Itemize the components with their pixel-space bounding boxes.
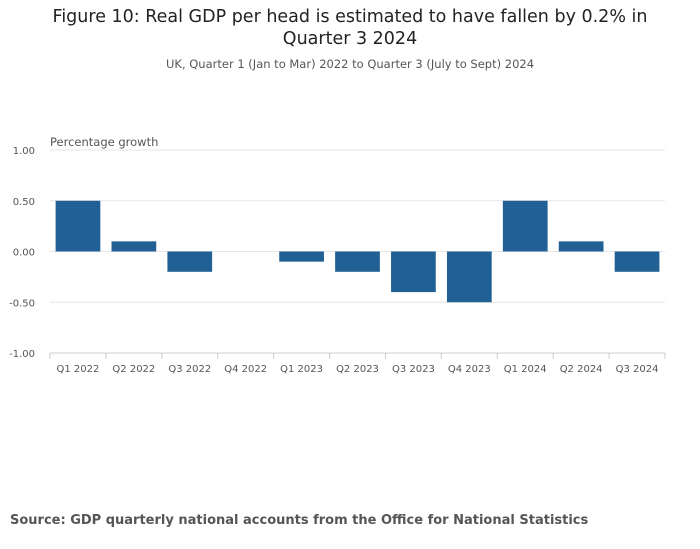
y-axis-ticks: 1.00 0.50 0.00 -0.50 -1.00: [9, 146, 35, 360]
bar-q1-2024: [502, 200, 548, 252]
x-axis: Q1 2022 Q2 2022 Q3 2022 Q4 2022 Q1 2023 Q2 20…: [49, 352, 666, 375]
bar-q2-2022: [111, 241, 157, 252]
bar-q3-2024: [614, 251, 660, 272]
bar-q3-2023: [391, 251, 436, 293]
x-tick-label: Q2 2023: [336, 364, 379, 375]
y-tick-label: -1.00: [9, 349, 35, 360]
bar-q4-2023: [446, 251, 492, 303]
bar-q2-2023: [335, 251, 380, 272]
y-tick-label: 0.50: [13, 197, 35, 208]
y-axis-label: Percentage growth: [50, 135, 158, 149]
x-tick-label: Q3 2022: [168, 364, 211, 375]
x-tick-label: Q2 2022: [112, 364, 155, 375]
bar-q3-2022: [167, 251, 213, 272]
chart-subtitle: UK, Quarter 1 (Jan to Mar) 2022 to Quart…: [165, 57, 535, 71]
y-tick-label: -0.50: [9, 298, 35, 309]
x-tick-label: Q3 2024: [616, 364, 659, 375]
bar-q1-2022: [55, 200, 101, 252]
y-tick-label: 0.00: [13, 248, 35, 259]
x-tick-label: Q1 2022: [57, 364, 100, 375]
bar-q2-2024: [558, 241, 604, 252]
x-tick-label: Q3 2023: [392, 364, 435, 375]
bars: [55, 200, 660, 303]
x-tick-label: Q4 2023: [448, 364, 491, 375]
x-tick-label: Q1 2024: [504, 364, 547, 375]
y-tick-label: 1.00: [13, 146, 35, 157]
chart-title: Figure 10: Real GDP per head is estimate…: [52, 7, 648, 49]
bar-q1-2023: [279, 251, 324, 262]
x-tick-label: Q4 2022: [224, 364, 267, 375]
source-note: Source: GDP quarterly national accounts …: [10, 513, 589, 528]
x-tick-label: Q1 2023: [280, 364, 323, 375]
gridlines: [50, 149, 665, 303]
x-tick-label: Q2 2024: [560, 364, 603, 375]
